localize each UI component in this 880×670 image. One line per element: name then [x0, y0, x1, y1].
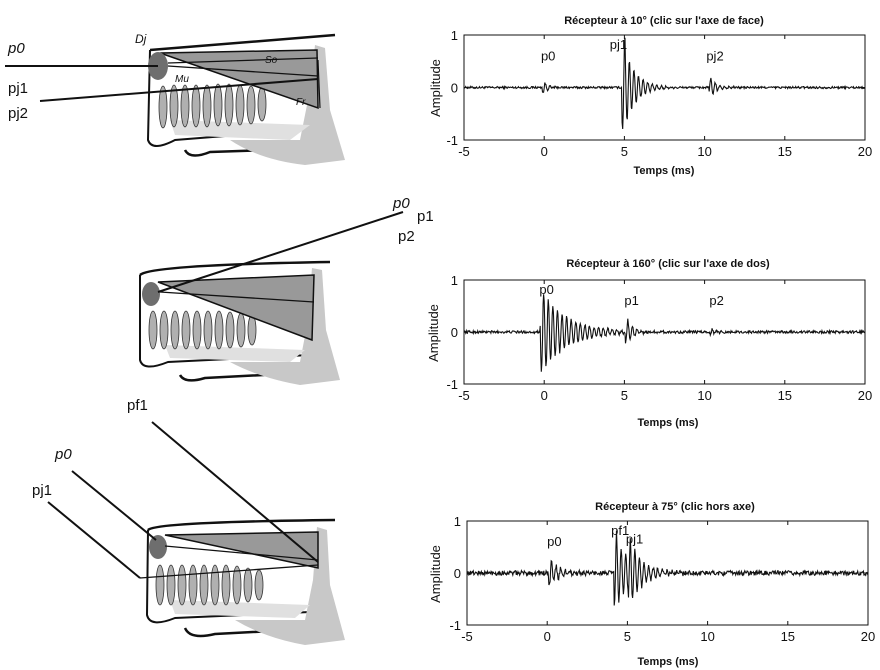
y-tick-label: 0: [451, 81, 458, 96]
x-tick-label: 5: [621, 144, 628, 159]
chart-title: Récepteur à 10° (clic sur l'axe de face): [564, 15, 764, 27]
ray-line: [167, 65, 319, 77]
dj-organ: [142, 282, 160, 306]
waveform-line: [463, 294, 866, 372]
pulse-label: p2: [709, 293, 723, 308]
tick-group: [466, 520, 869, 626]
waveform-line: [463, 37, 866, 130]
ray-label-p2: p2: [398, 228, 415, 245]
y-tick-label: 1: [451, 28, 458, 43]
x-tick-label: 10: [697, 388, 711, 403]
x-tick-label: 20: [858, 388, 872, 403]
pulse-label: p0: [541, 49, 555, 64]
ray-label-pf1: pf1: [127, 397, 148, 414]
y-tick-label: -1: [449, 618, 461, 633]
x-tick-label: 0: [544, 629, 551, 644]
x-tick-label: 5: [621, 388, 628, 403]
head-diagram-3: pf1 p0 pj1: [32, 397, 345, 645]
x-tick-label: 0: [541, 144, 548, 159]
ray-line: [139, 564, 319, 579]
y-tick-label: 0: [451, 325, 458, 340]
y-axis-label: Amplitude: [426, 304, 441, 362]
head-diagram-1: p0 pj1 pj2 Dj Mu So Fr: [5, 32, 345, 165]
y-tick-label: 0: [454, 566, 461, 581]
x-tick-label: 0: [541, 388, 548, 403]
x-tick-label: -5: [461, 629, 473, 644]
x-tick-label: 10: [700, 629, 714, 644]
ray-label-pj1: pj1: [32, 482, 52, 499]
x-axis-label: Temps (ms): [634, 165, 695, 177]
x-axis-label: Temps (ms): [638, 417, 699, 429]
ray-line: [159, 291, 315, 303]
ray-label-p0: p0: [54, 446, 72, 463]
head-diagram-2: p0 p1 p2: [139, 195, 434, 385]
ray-line: [47, 501, 141, 579]
jaw-ellipses: [155, 564, 264, 606]
melon-spermaceti: [164, 531, 319, 569]
x-tick-label: 20: [858, 144, 872, 159]
x-tick-label: -5: [458, 144, 470, 159]
ray-line: [167, 57, 319, 64]
dj-organ: [149, 535, 167, 559]
chart-title: Récepteur à 160° (clic sur l'axe de dos): [566, 258, 770, 270]
y-axis-label: Amplitude: [428, 545, 443, 603]
x-tick-label: -5: [458, 388, 470, 403]
ray-line: [39, 78, 319, 102]
ray-label-pj1: pj1: [8, 80, 28, 97]
tick-group: [463, 34, 866, 141]
x-axis-label: Temps (ms): [638, 656, 699, 668]
ray-line: [71, 470, 157, 541]
x-tick-label: 15: [778, 388, 792, 403]
y-tick-label: 1: [454, 514, 461, 529]
anatomy-label-mu: Mu: [175, 74, 189, 85]
y-tick-label: -1: [446, 377, 458, 392]
chart-1: Récepteur à 10° (clic sur l'axe de face)…: [428, 15, 872, 177]
ray-label-p0: p0: [7, 40, 25, 57]
x-tick-label: 5: [624, 629, 631, 644]
ray-line: [151, 421, 319, 563]
jaw-ellipses: [158, 83, 267, 129]
ray-label-p0: p0: [392, 195, 410, 212]
anatomy-label-dj: Dj: [135, 32, 147, 46]
y-tick-label: -1: [446, 133, 458, 148]
pulse-label: p0: [547, 534, 561, 549]
pulse-label: pj1: [610, 37, 627, 52]
x-tick-label: 20: [861, 629, 875, 644]
waveform-line: [466, 530, 869, 606]
ray-label-p1: p1: [417, 208, 434, 225]
ray-line: [164, 545, 319, 561]
anatomy-label-fr: Fr: [296, 97, 306, 108]
pulse-label: pj1: [626, 532, 643, 547]
x-tick-label: 10: [697, 144, 711, 159]
melon-spermaceti: [157, 274, 315, 342]
chart-2: Récepteur à 160° (clic sur l'axe de dos)…: [426, 258, 872, 429]
y-tick-label: 1: [451, 273, 458, 288]
jaw-ellipses: [148, 310, 257, 350]
chart-title: Récepteur à 75° (clic hors axe): [595, 501, 755, 513]
tick-group: [463, 279, 866, 385]
pulse-label: pj2: [706, 49, 723, 64]
ray-line: [157, 211, 404, 293]
ray-label-pj2: pj2: [8, 105, 28, 122]
pulse-label: p0: [539, 282, 553, 297]
x-tick-label: 15: [778, 144, 792, 159]
frontal-sac: [317, 59, 321, 109]
y-axis-label: Amplitude: [428, 59, 443, 117]
anatomy-label-so: So: [265, 55, 278, 66]
x-tick-label: 15: [781, 629, 795, 644]
chart-3: Récepteur à 75° (clic hors axe) -5 0 5 1…: [428, 501, 875, 668]
pulse-label: p1: [624, 293, 638, 308]
pulse-label: pf1: [611, 523, 629, 538]
